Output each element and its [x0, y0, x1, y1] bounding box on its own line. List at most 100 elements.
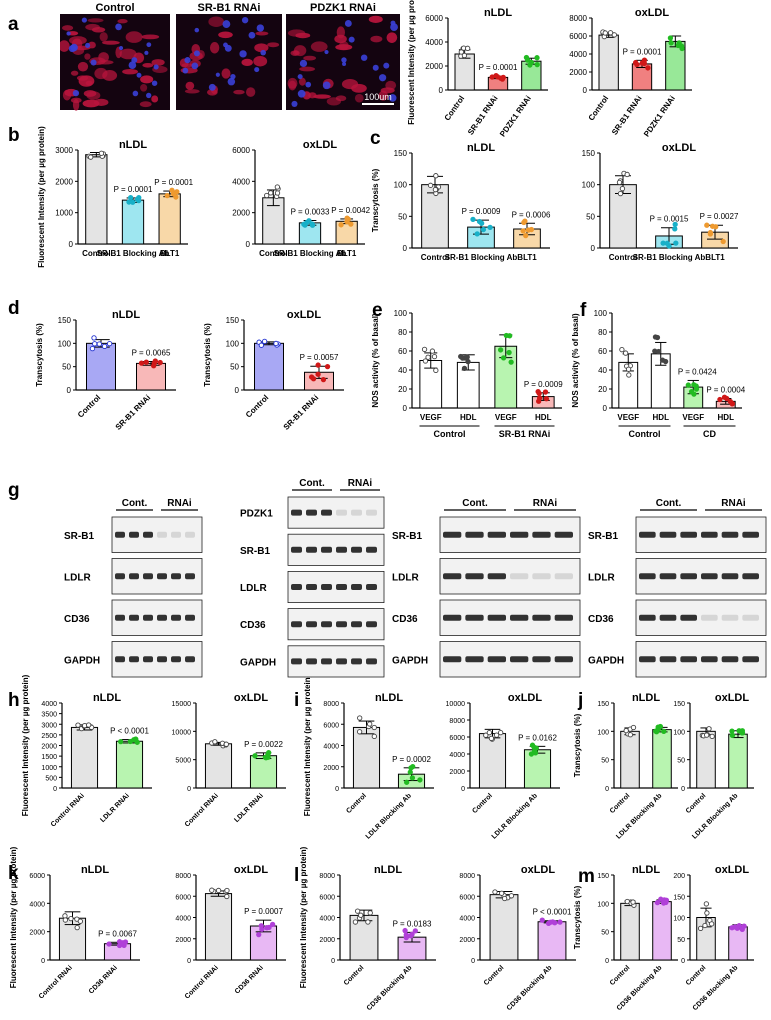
data-point	[619, 347, 625, 353]
data-point	[739, 728, 746, 734]
y-tick-label: 150	[597, 701, 609, 708]
data-point	[266, 749, 272, 756]
cell-signal	[61, 25, 74, 31]
y-tick-label: 0	[67, 386, 72, 395]
data-point	[62, 917, 69, 923]
cell-signal	[77, 61, 89, 72]
panel-letter-f: f	[580, 300, 587, 321]
chart-title: nLDL	[375, 692, 403, 704]
bar-control-rnai	[204, 893, 233, 961]
blot-band	[366, 584, 377, 590]
blot-band	[366, 546, 377, 553]
blot-band	[321, 658, 332, 665]
data-point	[623, 727, 629, 734]
data-point	[106, 941, 112, 947]
cell-signal	[326, 97, 342, 106]
x-tick-label: CD36 RNAi	[234, 964, 265, 995]
blot-band	[465, 531, 484, 538]
data-point	[256, 931, 262, 938]
y-tick-label: 100	[594, 309, 608, 318]
nucleus	[136, 72, 142, 78]
blot-band	[306, 509, 317, 516]
x-tick-label: CD36 RNAi	[88, 964, 119, 995]
y-tick-label: 0	[591, 244, 596, 253]
y-tick-label: 40	[598, 366, 607, 375]
blot-band	[171, 573, 181, 580]
bar-ldlr-rnai	[115, 740, 144, 789]
x-tick-label: LDLR RNAi	[99, 792, 131, 824]
data-point	[543, 396, 550, 402]
data-point	[685, 382, 691, 388]
data-point	[488, 735, 495, 742]
data-point	[74, 924, 80, 931]
blot-band	[701, 531, 718, 538]
data-point	[523, 233, 529, 239]
cell-signal	[310, 41, 328, 52]
data-point	[402, 927, 408, 934]
western-blot-1: Cont. RNAi SR-B1 LDLR CD36 GAPDH	[64, 498, 203, 678]
blot-band	[336, 584, 347, 590]
y-tick-label: 2000	[425, 62, 443, 71]
data-point	[707, 231, 714, 237]
cell-signal	[142, 62, 154, 68]
cell-signal	[87, 41, 96, 49]
y-tick-label: 15000	[172, 701, 192, 708]
cell-signal	[255, 31, 269, 36]
chart-title: oxLDL	[662, 142, 697, 154]
y-tick-label: 8000	[319, 873, 335, 880]
data-point	[727, 398, 734, 405]
chart-title: nLDL	[632, 692, 660, 704]
data-point	[655, 348, 662, 355]
blot-band	[185, 614, 195, 621]
data-point	[528, 751, 535, 757]
data-point	[654, 334, 661, 341]
chart-title: nLDL	[484, 7, 512, 19]
p-value-label: P = 0.0001	[114, 185, 153, 194]
x-tick-label: Control	[443, 94, 467, 122]
y-axis-label: Transcytosis (%)	[573, 713, 582, 777]
blot-row-label-cd36: CD36	[64, 614, 90, 625]
chart-title: oxLDL	[508, 692, 543, 704]
panel-letter-k: k	[8, 863, 19, 884]
cell-signal	[293, 45, 307, 57]
data-point	[152, 358, 158, 364]
blot-band	[115, 614, 125, 621]
y-tick-label: 2000	[459, 937, 475, 944]
cell-signal	[295, 32, 311, 39]
blot-band	[336, 546, 347, 553]
data-point	[704, 910, 710, 916]
y-axis-label: Transcytosis (%)	[35, 323, 44, 387]
blot-band	[366, 658, 377, 665]
blot-membrane	[635, 599, 767, 636]
data-point	[542, 389, 549, 395]
data-point	[344, 215, 350, 222]
bar-control	[454, 53, 475, 91]
y-tick-label: 8000	[449, 718, 465, 725]
chart-i-nldl: 0 2000 4000 6000 8000 nLDL Fluorescent Intensi…	[303, 674, 434, 841]
cell-signal	[72, 99, 80, 111]
blot-band	[680, 614, 697, 621]
data-point	[691, 382, 697, 388]
cell-signal	[83, 90, 97, 97]
y-tick-label: 100	[582, 181, 596, 190]
p-value-label: P = 0.0002	[392, 755, 431, 764]
cell-signal	[185, 81, 195, 90]
cell-signal	[245, 87, 256, 97]
chart-e-plot8: 0 20 40 60 80 100 NOS activity (% of basal) VEG…	[371, 309, 563, 439]
data-point	[672, 221, 678, 228]
p-value-label: P = 0.0007	[244, 907, 283, 916]
chart-title: oxLDL	[303, 139, 338, 151]
p-value-label: P = 0.0022	[244, 740, 283, 749]
data-point	[315, 371, 321, 377]
cell-signal	[299, 66, 316, 72]
data-point	[223, 741, 229, 747]
y-tick-label: 50	[586, 212, 595, 221]
blot-band	[532, 614, 551, 621]
data-point	[91, 335, 97, 341]
y-tick-label: 150	[582, 149, 596, 158]
data-point	[224, 893, 230, 900]
data-point	[630, 724, 637, 731]
chart-a-nldl: 0 2000 4000 6000 nLDL Fluorescent Intensity (…	[407, 0, 548, 138]
blot-row-label-sr-b1: SR-B1	[64, 531, 94, 542]
